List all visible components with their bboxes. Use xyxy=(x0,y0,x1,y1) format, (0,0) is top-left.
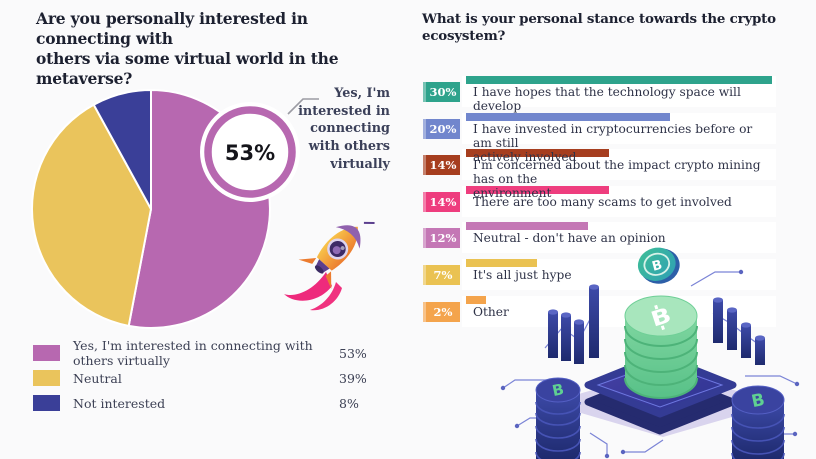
legend-swatch xyxy=(33,345,60,361)
bar-row: 30% I have hopes that the technology spa… xyxy=(423,76,779,113)
bar-value-badge: 14% xyxy=(423,155,460,176)
bar-value-badge: 2% xyxy=(423,301,460,322)
bar-chart-title: What is your personal stance towards the… xyxy=(422,11,776,44)
pie-callout-label: Yes, I'm interested in connecting with o… xyxy=(298,86,390,172)
bar xyxy=(466,258,537,267)
legend-swatch xyxy=(33,395,60,411)
bar-row: 7% It's all just hype xyxy=(423,258,779,296)
bar xyxy=(466,185,609,194)
bar-value-badge: 14% xyxy=(423,191,460,212)
bar xyxy=(466,149,609,158)
bar-chart: 30% I have hopes that the technology spa… xyxy=(423,76,779,332)
platform xyxy=(584,352,737,435)
bar-value-badge: 7% xyxy=(423,264,460,285)
legend-swatch xyxy=(33,370,60,386)
bar-label: I'm concerned about the impact crypto mi… xyxy=(473,158,761,201)
bar xyxy=(466,295,486,304)
bar-row: 20% I have invested in cryptocurrencies … xyxy=(423,112,779,164)
navy-coin-stack-right: B xyxy=(731,385,785,459)
bar-row: 14% There are too many scams to get invo… xyxy=(423,185,779,223)
bar-label: There are too many scams to get involved xyxy=(473,194,732,209)
legend-item: Neutral 39% xyxy=(33,370,367,386)
pie-slices xyxy=(31,88,271,329)
bar-value-badge: 30% xyxy=(423,82,460,102)
bitcoin-symbol-icon: B xyxy=(551,380,566,400)
navy-coin-stack-left: B xyxy=(535,377,581,459)
pie-slice-2 xyxy=(92,88,152,210)
legend-label: Neutral xyxy=(73,370,122,386)
legend-item: Not interested 8% xyxy=(33,395,367,411)
bar-row: 2% Other xyxy=(423,295,779,333)
bar-row: 14% I'm concerned about the impact crypt… xyxy=(423,149,779,200)
bitcoin-symbol-icon: B xyxy=(750,390,767,412)
pie-slice-0 xyxy=(127,88,271,329)
bar-label: Neutral - don't have an opinion xyxy=(473,231,666,246)
legend-item: Yes, I'm interested in connecting with o… xyxy=(33,338,367,368)
bar xyxy=(466,112,670,121)
legend-value: 53% xyxy=(339,345,367,361)
bar xyxy=(466,76,772,84)
pie-slice-1 xyxy=(31,103,153,328)
pie-legend: Yes, I'm interested in connecting with o… xyxy=(33,338,367,420)
bar xyxy=(466,222,588,231)
bar-value-badge: 12% xyxy=(423,228,460,249)
legend-label: Yes, I'm interested in connecting with o… xyxy=(73,338,313,368)
rocket-illustration xyxy=(284,221,375,311)
legend-label: Not interested xyxy=(73,395,166,411)
callout-value: 53% xyxy=(225,141,275,165)
bar-label: I have hopes that the technology space w… xyxy=(473,85,741,113)
bar-value-badge: 20% xyxy=(423,118,460,139)
bar-label: Other xyxy=(473,304,509,319)
bar-label: I have invested in cryptocurrencies befo… xyxy=(473,121,753,164)
platform-shadow xyxy=(547,370,780,437)
legend-value: 8% xyxy=(339,395,359,411)
legend-value: 39% xyxy=(339,370,367,386)
pie-chart-title: Are you personally interested in connect… xyxy=(36,9,339,89)
bar-label: It's all just hype xyxy=(473,267,572,282)
bar-row: 12% Neutral - don't have an opinion xyxy=(423,222,779,259)
